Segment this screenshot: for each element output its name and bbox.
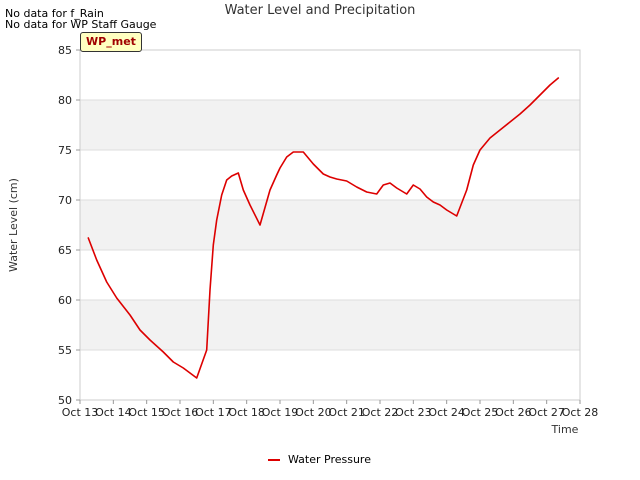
x-tick-label: Oct 16 (162, 406, 199, 419)
x-axis-label: Time (551, 423, 579, 436)
x-tick-label: Oct 15 (128, 406, 165, 419)
band-75 (80, 100, 580, 150)
x-tick-label: Oct 18 (228, 406, 265, 419)
x-tick-label: Oct 17 (195, 406, 232, 419)
y-axis-label: Water Level (cm) (7, 178, 20, 272)
y-tick-label: 60 (58, 294, 72, 307)
no-data-note-rain: No data for f_Rain (5, 7, 104, 20)
y-tick-label: 85 (58, 44, 72, 57)
legend: Water Pressure (268, 453, 371, 466)
band-55 (80, 300, 580, 350)
x-tick-label: Oct 22 (362, 406, 399, 419)
x-tick-label: Oct 23 (395, 406, 432, 419)
x-tick-label: Oct 14 (95, 406, 132, 419)
x-tick-label: Oct 27 (528, 406, 565, 419)
x-tick-label: Oct 21 (328, 406, 365, 419)
y-tick-label: 65 (58, 244, 72, 257)
x-tick-label: Oct 19 (262, 406, 299, 419)
series-layer (87, 77, 560, 379)
series-line-water-pressure (87, 77, 560, 379)
band-65 (80, 200, 580, 250)
y-tick-label: 50 (58, 394, 72, 407)
x-tick-label: Oct 13 (62, 406, 99, 419)
legend-label-water-pressure: Water Pressure (288, 453, 371, 466)
y-tick-label: 75 (58, 144, 72, 157)
chart-title: Water Level and Precipitation (224, 3, 416, 18)
y-axis-ticks: 50 55 60 65 70 75 80 85 (58, 44, 80, 407)
y-tick-label: 80 (58, 94, 72, 107)
plot-bands (80, 100, 580, 350)
y-tick-label: 70 (58, 194, 72, 207)
no-data-note-staff-gauge: No data for WP Staff Gauge (5, 18, 157, 31)
x-tick-label: Oct 28 (562, 406, 599, 419)
x-tick-label: Oct 24 (428, 406, 465, 419)
x-tick-label: Oct 26 (495, 406, 532, 419)
x-tick-label: Oct 20 (295, 406, 332, 419)
x-tick-label: Oct 25 (462, 406, 499, 419)
legend-swatch-water-pressure (268, 458, 280, 461)
plot-frame (79, 49, 581, 401)
y-tick-label: 55 (58, 344, 72, 357)
station-badge: WP_met (80, 32, 142, 52)
